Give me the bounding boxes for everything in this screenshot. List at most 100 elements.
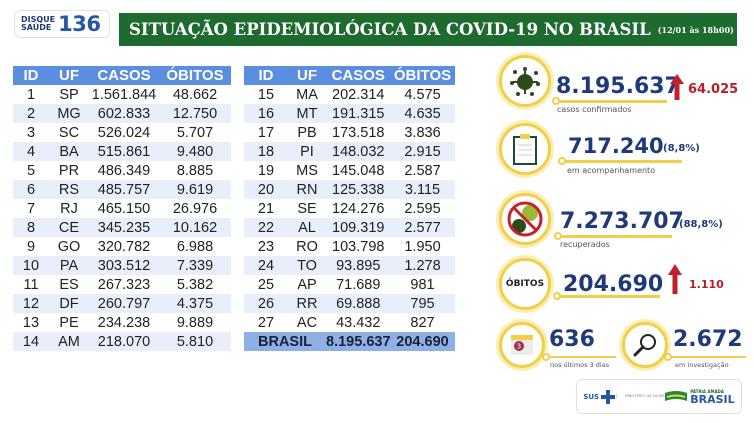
cell-uf: PE [59,314,79,331]
table-row: 23 RO 103.798 1.950 [244,237,455,256]
cell-id: 23 [257,238,275,255]
cell-uf: RN [288,180,326,199]
table-row: 27 AC 43.432 827 [244,313,455,332]
table-row: 3 SC 526.024 5.707 [13,123,231,142]
cell-casos: 109.319 [326,218,391,237]
table-row: 14 AM 218.070 5.810 [13,332,231,351]
cell-id: 4 [13,142,49,161]
cell-uf: TO [288,256,326,275]
cross-icon [601,389,616,404]
cell-uf: MS [296,162,318,179]
monitoring-value: 717.240 [568,134,664,158]
clipboard-icon [513,134,537,165]
cell-casos: 303.512 [89,256,159,275]
cell-obitos: 4.575 [404,86,441,103]
cell-obitos: 8.885 [176,162,214,179]
cell-obitos: 2.587 [404,162,441,179]
table-row: 22 AL 109.319 2.577 [244,218,455,237]
total-label: BRASIL [244,332,326,351]
cell-obitos: 9.619 [159,180,231,199]
cell-id: 8 [13,218,49,237]
table-row: 18 PI 148.032 2.915 [244,142,455,161]
logo-number: 136 [58,12,101,36]
col-uf: UF [288,66,326,85]
cell-uf: DF [49,294,89,313]
col-uf: UF [49,66,89,85]
last3days-circle: 3 [499,322,545,368]
cell-casos: 43.432 [336,314,381,331]
cell-casos: 93.895 [326,256,391,275]
cell-id: 3 [26,124,36,141]
table-row: 6 RS 485.757 9.619 [13,180,231,199]
cell-id: 21 [257,200,275,217]
table-row: 26 RR 69.888 795 [244,294,455,313]
table-row: 15 MA 202.314 4.575 [244,85,455,104]
cell-uf: RS [49,180,89,199]
underline [668,356,746,358]
ministry-logo: MINISTÉRIO DA SAÚDE [615,394,665,399]
cell-uf: AP [297,276,317,293]
underline-dot [558,157,566,165]
cell-casos: 191.315 [326,104,391,123]
cell-id: 24 [244,256,288,275]
table-row: 9 GO 320.782 6.988 [13,237,231,256]
table-row: 16 MT 191.315 4.635 [244,104,455,123]
cell-obitos: 2.577 [390,218,455,237]
table-header: ID UF CASOS ÓBITOS [13,66,231,85]
total-casos: 8.195.637 [326,332,391,351]
cell-obitos: 4.635 [390,104,455,123]
cell-obitos: 5.810 [159,332,231,351]
cell-id: 14 [13,332,49,351]
total-row: BRASIL 8.195.637 204.690 [244,332,455,351]
last3days-value: 636 [549,327,595,352]
cell-id: 5 [26,162,36,179]
monitoring-circle [499,123,551,175]
confirmed-label: casos confirmados [557,105,632,114]
disque-saude-136-logo: DISQUE SAÚDE 136 [14,10,110,38]
underline [548,356,616,358]
cell-obitos: 48.662 [172,86,218,103]
cell-obitos: 5.382 [176,276,214,293]
update-date: (12/01 às 18h00) [657,24,734,35]
cell-obitos: 1.278 [390,256,455,275]
investigation-value: 2.672 [673,327,743,352]
col-id: ID [244,66,288,85]
government-logos: SUS MINISTÉRIO DA SAÚDE PÁTRIA AMADA BRA… [576,379,742,414]
cell-uf: SC [58,124,80,141]
cell-casos: 602.833 [89,104,159,123]
logo-line1: DISQUE [21,15,56,24]
table-header: ID UF CASOS ÓBITOS [244,66,455,85]
table-row: 12 DF 260.797 4.375 [13,294,231,313]
table-row: 20 RN 125.338 3.115 [244,180,455,199]
cell-casos: 234.238 [97,314,151,331]
arrow-up-icon [670,74,684,100]
states-table-right: ID UF CASOS ÓBITOS 15 MA 202.314 4.575 16 MT 1… [244,66,455,351]
title-bar: SITUAÇÃO EPIDEMIOLÓGICA DA COVID-19 NO B… [119,13,737,46]
underline-dot [664,353,672,361]
cell-uf: MA [296,86,318,103]
cell-id: 15 [257,86,275,103]
magnifier-icon [633,334,656,357]
cell-casos: 148.032 [326,142,391,161]
investigation-circle [622,322,668,368]
cell-id: 20 [244,180,288,199]
cell-id: 25 [257,276,275,293]
cell-id: 22 [244,218,288,237]
logo-text: DISQUE SAÚDE [21,16,55,32]
cell-uf: AL [288,218,326,237]
cell-uf: PB [297,124,317,141]
table-row: 10 PA 303.512 7.339 [13,256,231,275]
cell-id: 7 [26,200,36,217]
underline-dot [542,353,550,361]
virus-icon [510,67,540,96]
table-row: 7 RJ 465.150 26.976 [13,199,231,218]
cell-uf: SP [59,86,79,103]
cell-id: 12 [13,294,49,313]
cell-id: 9 [26,238,36,255]
cell-obitos: 9.480 [159,142,231,161]
cell-casos: 526.024 [97,124,151,141]
cell-id: 26 [244,294,288,313]
sus-logo: SUS [583,389,616,404]
states-table-left: ID UF CASOS ÓBITOS 1 SP 1.561.844 48.662 2 MG… [13,66,231,351]
cell-obitos: 3.836 [404,124,441,141]
